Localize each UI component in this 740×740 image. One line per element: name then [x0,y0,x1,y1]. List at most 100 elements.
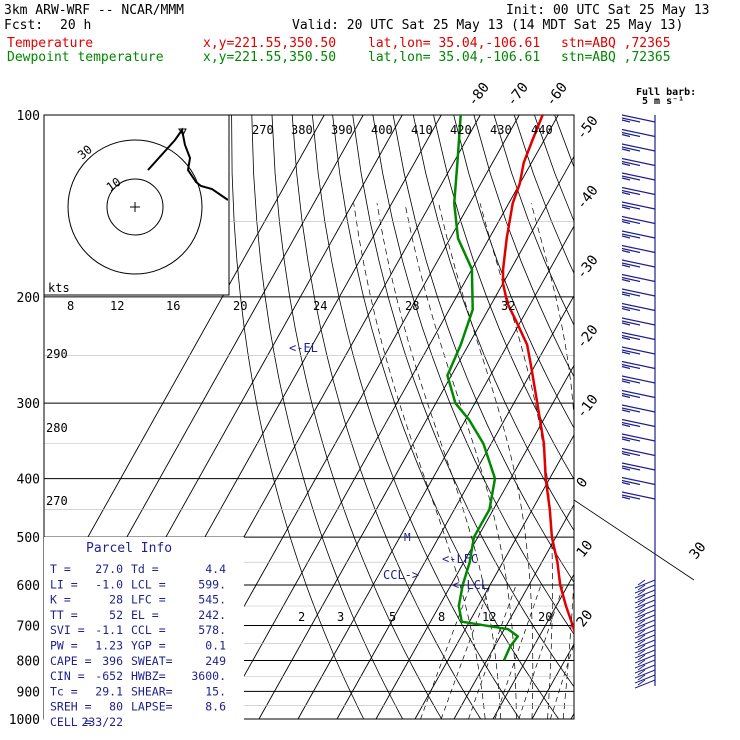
isotherm-line [531,643,574,720]
el-marker: <-EL [289,341,318,355]
parcel-value: 8.6 [205,700,226,714]
moist-adiabat-line [404,203,517,720]
dry-adiabat-line [271,115,443,720]
wind-barb [634,629,656,639]
pressure-tick-label: 200 [17,291,40,306]
mixing-ratio-line [518,584,564,720]
hodograph-units: kts [48,281,70,295]
parcel-value: SHEAR= [131,684,173,698]
isotherm-label: -50 [574,113,602,143]
fcst-value: 20 h [60,18,92,33]
wind-barb [634,609,656,619]
moist-adiabat-label: 12 [110,299,124,313]
hodograph-ring-inner [106,178,164,236]
parcel-value: SREH = [50,700,92,714]
theta-label: 390 [331,123,353,137]
isotherm-label: 10 [574,538,597,561]
moist-adiabat-label: 8 [67,299,74,313]
mixing-ratio-line [550,643,574,720]
dry-adiabat-line [656,115,740,719]
hodograph: 10 30 kts [43,114,230,296]
isotherm-line [336,294,574,720]
parcel-value: 15. [205,684,226,698]
parcel-value: 396 [102,654,123,668]
wind-barb [634,599,656,609]
wind-barb [621,259,656,268]
parcel-value: Td = [131,562,159,576]
hodograph-frame [43,114,230,296]
parcel-value: CIN = [50,669,85,683]
parcel-value: 1.23 [95,639,123,653]
wind-barb [621,273,656,283]
hodograph-arrowhead [178,128,187,136]
wind-barb [634,649,656,659]
dry-adiabat-line [615,115,740,719]
wind-barb [634,634,656,644]
lfc-marker: <-LFC [442,552,478,566]
outer-edge-line [573,499,695,581]
theta-label: 430 [490,123,512,137]
dewpoint-profile [446,115,520,662]
isotherm-label: -80 [465,80,493,110]
wind-barb [634,669,656,679]
isotherm-label: -40 [574,183,602,213]
moist-adiabat-line [479,203,553,720]
temperature-latlon: lat,lon= 35.04,-106.61 [368,36,541,51]
moist-adiabat-label: 28 [405,299,419,313]
wind-barb [621,346,656,355]
barb-note-line2: 5 m s⁻¹ [642,96,684,107]
dry-adiabat-line [332,115,560,720]
temperature-profile [501,115,574,634]
theta-label: 440 [531,123,553,137]
isotherm-line [453,503,574,720]
isotherm-label: -60 [543,80,571,110]
wind-barbs [621,114,656,689]
isotherm-line [375,364,574,720]
moist-adiabat-line [438,203,534,720]
parcel-value: T = [50,562,71,576]
wind-barb [621,143,656,152]
parcel-value: LCL = [131,577,166,591]
isotherm-label: 30 [687,539,710,562]
parcel-value: 29.1 [95,684,123,698]
wind-barb [621,114,656,123]
parcel-value: 4.4 [205,562,226,576]
temperature-series-label: Temperature [7,36,94,51]
pressure-tick-label: 800 [17,654,40,669]
isobar-lines [43,114,695,720]
pressure-tick-label: 600 [17,579,40,594]
parcel-value: 578. [198,623,226,637]
theta-label: 380 [291,123,313,137]
wind-barb [634,589,656,599]
wind-barb [621,244,656,254]
isotherm-line [44,115,325,617]
wind-barb [621,404,656,413]
dry-adiabat-line [575,115,740,719]
parcel-value: LAPSE= [131,700,173,714]
isotherm-line [610,115,740,719]
parcel-panel-bg [44,537,244,725]
wind-barb [621,128,656,138]
isotherm-line [219,115,559,720]
dry-adiabat-line [595,115,740,719]
dewpoint-station: stn=ABQ ,72365 [561,50,671,65]
wind-barb [621,288,656,297]
dewpoint-latlon: lat,lon= 35.04,-106.61 [368,50,541,65]
moist-adiabat-label: 32 [501,299,515,313]
parcel-value: 233/22 [81,715,123,729]
isotherm-label: -20 [574,322,602,352]
pressure-tick-label: 900 [17,685,40,700]
wind-barb [634,614,656,624]
wind-barb [621,331,656,341]
parcel-value: EL = [131,608,159,622]
parcel-value: 599. [198,577,226,591]
mixing-ratio-line [494,584,542,720]
parcel-value: 52 [109,608,123,622]
parcel-title: Parcel Info [86,541,172,556]
wind-barb [621,360,656,370]
pressure-tick-label: 100 [17,109,40,124]
wind-barb [621,186,656,196]
parcel-value: 0.1 [205,639,226,653]
wind-barb [621,302,656,312]
